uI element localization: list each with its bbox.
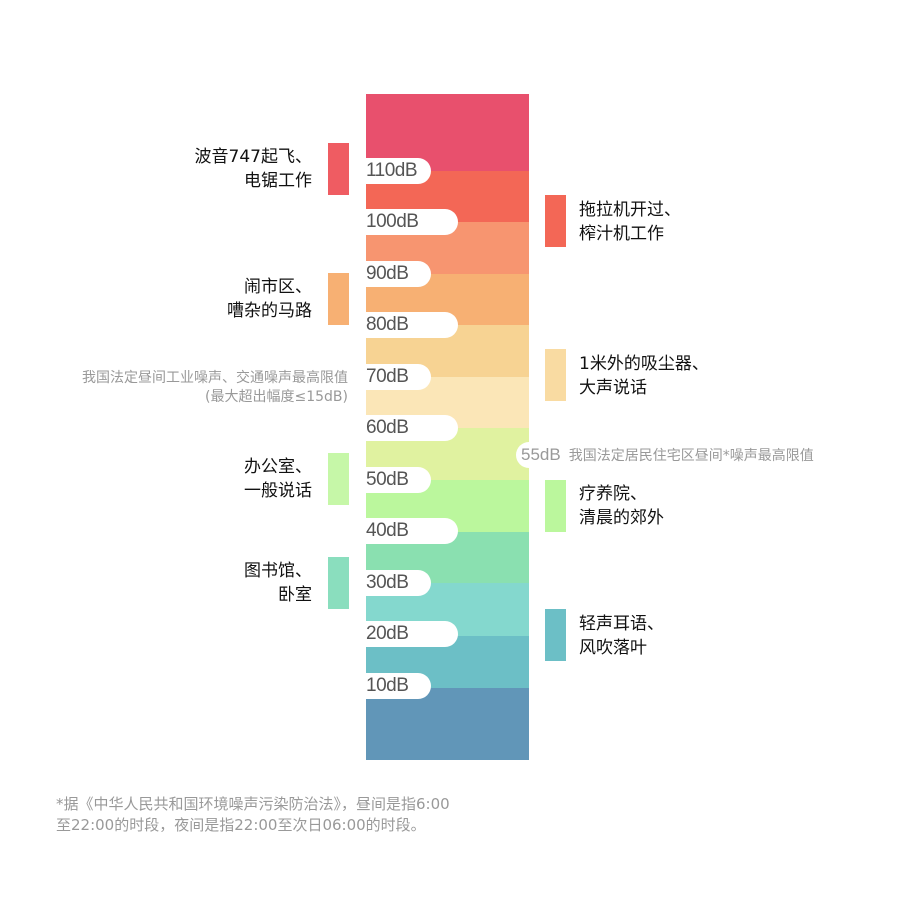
tick-label: 110dB — [366, 158, 431, 184]
tick-label: 70dB — [366, 364, 431, 390]
example-line: 波音747起飞、 — [194, 147, 312, 167]
footnote: *据《中华人民共和国环境噪声污染防治法》，昼间是指6:00 至22:00的时段，… — [56, 794, 450, 836]
color-swatch — [545, 349, 566, 401]
tick-label: 60dB — [366, 415, 458, 441]
tick-label: 80dB — [366, 312, 458, 338]
example-library: 图书馆、卧室 — [244, 559, 312, 607]
example-sanatorium: 疗养院、 清晨的郊外 — [579, 482, 664, 530]
color-swatch — [545, 195, 566, 247]
example-boeing-chainsaw: 波音747起飞、电锯工作 — [195, 145, 312, 193]
example-line: 闹市区、 — [244, 277, 312, 297]
band-below-10db — [366, 688, 529, 760]
color-swatch — [328, 453, 349, 505]
example-line: 办公室、 — [244, 457, 312, 477]
tick-label: 20dB — [366, 621, 458, 647]
color-swatch — [545, 480, 566, 532]
example-busy-street: 闹市区、嘈杂的马路 — [227, 275, 312, 323]
example-line: 嘈杂的马路 — [227, 301, 312, 321]
tick-label: 90dB — [366, 261, 431, 287]
note-line: (最大超出幅度≤15dB) — [205, 389, 348, 405]
daytime-limit-note: 我国法定昼间工业噪声、交通噪声最高限值 (最大超出幅度≤15dB) — [82, 369, 348, 407]
example-tractor: 拖拉机开过、 榨汁机工作 — [579, 198, 681, 246]
example-line: 电锯工作 — [244, 171, 312, 191]
example-line: 一般说话 — [244, 481, 312, 501]
example-line: 图书馆、 — [244, 561, 312, 581]
tick-label: 100dB — [366, 209, 458, 235]
example-line: 疗养院、 — [579, 484, 647, 504]
tick-label: 30dB — [366, 570, 431, 596]
residential-limit-marker: 55dB 我国法定居民住宅区昼间*噪声最高限值 — [516, 442, 814, 468]
example-line: 1米外的吸尘器、 — [579, 354, 709, 374]
color-swatch — [545, 609, 566, 661]
example-line: 轻声耳语、 — [579, 614, 664, 634]
example-vacuum: 1米外的吸尘器、 大声说话 — [579, 352, 709, 400]
tick-label: 40dB — [366, 518, 458, 544]
example-line: 大声说话 — [579, 378, 647, 398]
tick-label: 50dB — [366, 467, 431, 493]
example-whisper: 轻声耳语、 风吹落叶 — [579, 612, 664, 660]
note-line: 我国法定昼间工业噪声、交通噪声最高限值 — [82, 370, 348, 386]
footnote-line: *据《中华人民共和国环境噪声污染防治法》，昼间是指6:00 — [56, 795, 450, 813]
example-line: 卧室 — [278, 585, 312, 605]
example-line: 清晨的郊外 — [579, 508, 664, 528]
color-swatch — [328, 273, 349, 325]
marker-value: 55dB — [516, 442, 565, 468]
color-swatch — [328, 557, 349, 609]
color-swatch — [328, 143, 349, 195]
footnote-line: 至22:00的时段，夜间是指22:00至次日06:00的时段。 — [56, 816, 426, 834]
marker-text: 我国法定居民住宅区昼间*噪声最高限值 — [568, 448, 814, 464]
example-line: 榨汁机工作 — [579, 224, 664, 244]
tick-label: 10dB — [366, 673, 431, 699]
example-line: 风吹落叶 — [579, 638, 647, 658]
example-line: 拖拉机开过、 — [579, 200, 681, 220]
example-office: 办公室、 一般说话 — [244, 455, 312, 503]
